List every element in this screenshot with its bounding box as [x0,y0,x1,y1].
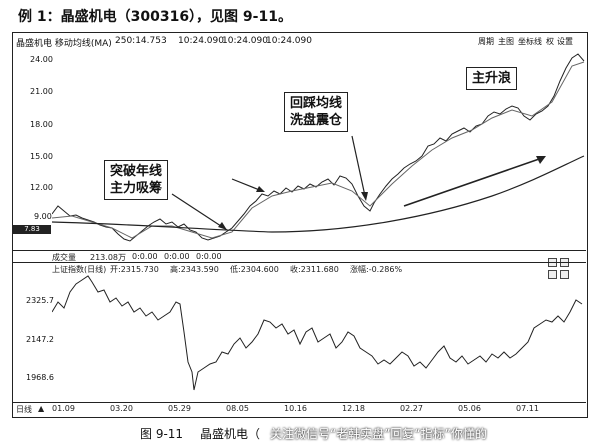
scroll-left-icon[interactable]: ▲ [38,404,45,413]
volume-field-b: 0:0.00 [164,252,190,261]
index-tick-label: 2147.2 [26,335,54,344]
toolbar-main-chart-button[interactable]: 主图 [498,37,514,46]
toolbar-rights-button[interactable]: 权 [546,37,554,46]
panel-divider [12,250,586,251]
price-tick-label: 12.00 [30,183,53,192]
annotation-pullback: 回踩均线 洗盘震仓 [284,92,349,132]
x-axis-line [12,402,586,403]
volume-value: 213.08万 [90,253,126,262]
x-tick-label: 12.18 [342,404,365,413]
index-high: 高:2343.590 [170,265,219,274]
x-tick-label: 07.11 [516,404,539,413]
index-tick-label: 1968.6 [26,373,54,382]
price-marker: 7.83 [13,225,51,234]
figure-name: 晶盛机电（ [200,427,261,441]
x-tick-label: 05.06 [458,404,481,413]
x-tick-label: 02.27 [400,404,423,413]
index-change: 涨幅:-0.286% [350,265,403,274]
toolbar-settings-button[interactable]: 设置 [557,37,573,46]
x-tick-label: 10.16 [284,404,307,413]
ma-value-1: 10:24.090 [178,36,224,46]
ma-value-250: 250:14.753 [115,36,167,46]
price-chart [52,53,585,242]
index-panel-toggle-icon[interactable] [548,264,557,283]
price-tick-label: 21.00 [30,87,53,96]
annotation-break-year-line: 突破年线 主力吸筹 [104,160,169,200]
toolbar-gridline-button[interactable]: 坐标线 [518,37,542,46]
annotation-line: 洗盘震仓 [290,113,343,128]
x-tick-label: 01.09 [52,404,75,413]
index-tick-label: 2325.7 [26,296,54,305]
x-tick-label: 05.29 [168,404,191,413]
index-open: 开:2315.730 [110,265,159,274]
x-tick-label: 03.20 [110,404,133,413]
volume-field-c: 0:0.00 [196,252,222,261]
index-chart [52,275,583,391]
panel-divider [12,262,586,263]
price-tick-label: 9.00 [34,212,52,221]
annotation-line: 主力吸筹 [110,181,163,196]
price-tick-label: 15.00 [30,152,53,161]
watermark-text: 关注微信号“老韩实盘”回复“指标”你懂的 [270,427,487,441]
window-title: 晶盛机电 移动均线(MA) [16,39,112,49]
index-panel-close-icon[interactable] [560,264,569,283]
volume-field-a: 0:0.00 [132,252,158,261]
index-name: 上证指数(日线) [52,265,107,274]
ma-value-3: 10:24.090 [266,36,312,46]
toolbar-period-button[interactable]: 周期 [478,37,494,46]
ma-value-2: 10:24.090 [222,36,268,46]
period-label[interactable]: 日线 [16,405,32,414]
x-tick-label: 08.05 [226,404,249,413]
figure-number: 图 9-11 [140,427,184,441]
index-low: 低:2304.600 [230,265,279,274]
example-caption: 例 1：晶盛机电（300316），见图 9-11。 [18,9,292,25]
annotation-main-wave: 主升浪 [466,67,518,90]
annotation-line: 回踩均线 [290,96,343,111]
volume-label: 成交量 [52,253,76,262]
annotation-line: 突破年线 [110,164,163,179]
price-tick-label: 18.00 [30,120,53,129]
price-tick-label: 24.00 [30,55,53,64]
index-close: 收:2311.680 [290,265,339,274]
